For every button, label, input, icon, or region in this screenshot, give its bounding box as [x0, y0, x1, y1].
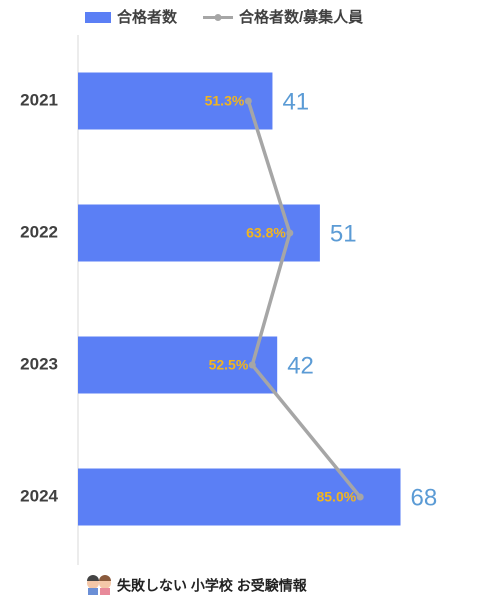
y-tick-label: 2022 — [20, 222, 58, 241]
line-point — [356, 493, 364, 501]
line-value-label: 85.0% — [316, 489, 356, 505]
bar — [78, 204, 320, 262]
legend-swatch — [85, 12, 111, 23]
line-point — [248, 361, 256, 369]
line-value-label: 52.5% — [209, 357, 249, 373]
line-point — [286, 229, 294, 237]
legend-label: 合格者数/募集人員 — [238, 8, 363, 26]
line-value-label: 51.3% — [205, 93, 245, 109]
legend-swatch — [214, 14, 222, 21]
bar — [78, 72, 273, 130]
bar-value-label: 68 — [411, 484, 438, 511]
bar-value-label: 42 — [287, 352, 314, 379]
footer: 失敗しない 小学校 お受験情報 — [117, 578, 308, 594]
y-tick-label: 2023 — [20, 354, 58, 373]
footer-icon — [87, 575, 111, 595]
line-point — [244, 97, 252, 105]
line-value-label: 63.8% — [246, 225, 286, 241]
line — [246, 100, 362, 499]
legend-label: 合格者数 — [116, 8, 178, 26]
y-tick-label: 2024 — [20, 486, 58, 505]
bar-value-label: 51 — [330, 220, 357, 247]
y-tick-label: 2021 — [20, 90, 58, 109]
bar — [78, 336, 278, 394]
bar-value-label: 41 — [282, 88, 309, 115]
